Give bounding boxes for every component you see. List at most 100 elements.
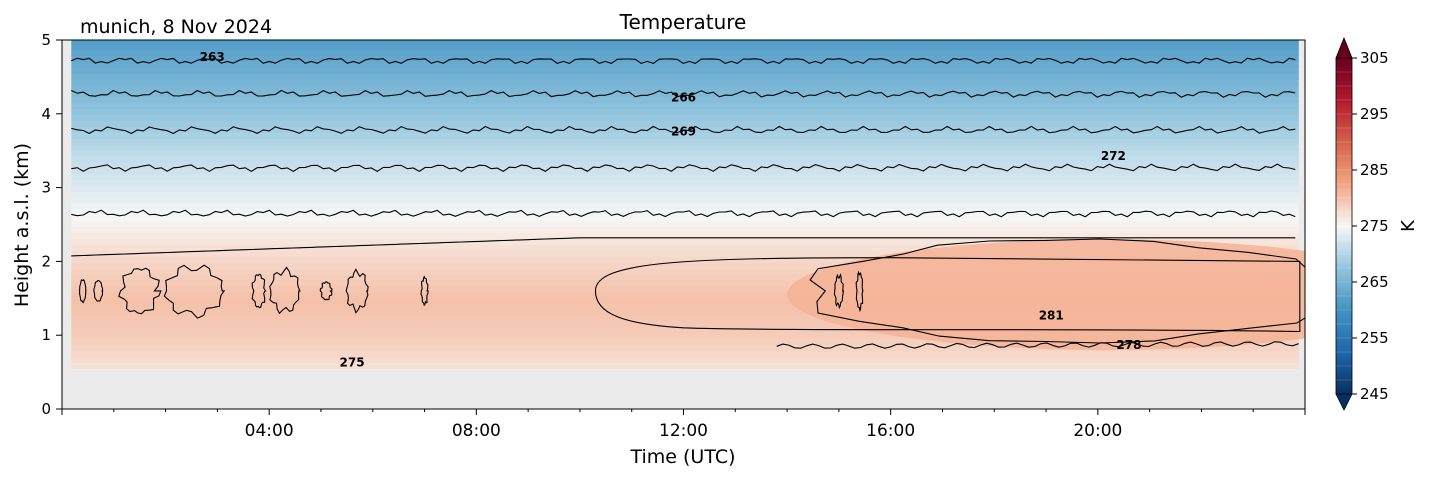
contour-281-cell — [420, 275, 429, 307]
x-tick-label: 04:00 — [245, 421, 294, 441]
temperature-band — [71, 279, 1299, 287]
contour-label: 269 — [671, 125, 696, 139]
y-tick-label: 2 — [41, 252, 51, 270]
contour-281-cell — [319, 281, 333, 301]
temperature-band — [71, 226, 1299, 234]
contour-label: 266 — [671, 91, 696, 105]
temperature-band — [71, 297, 1299, 304]
contour-label: 281 — [1039, 308, 1064, 322]
y-tick-label: 3 — [41, 179, 51, 197]
contour-line-278 — [71, 237, 1296, 257]
temperature-band — [71, 125, 1299, 133]
contour-281-cell — [79, 278, 87, 304]
contour-281-cell — [251, 273, 267, 309]
colorbar-tick-label: 305 — [1360, 49, 1389, 67]
colorbar-tick-label: 255 — [1360, 329, 1389, 347]
temperature-band — [71, 214, 1299, 222]
contour-line-266 — [71, 89, 1296, 98]
temperature-band — [71, 302, 1299, 310]
temperature-band — [71, 338, 1299, 346]
temperature-band — [71, 54, 1299, 62]
colorbar-tick-label: 285 — [1360, 161, 1389, 179]
colorbar: 245 255 265 275 285 295 305 K — [1335, 36, 1419, 411]
temperature-band — [71, 102, 1299, 110]
temperature-band — [71, 49, 1299, 56]
temperature-band — [71, 66, 1299, 74]
temperature-band — [71, 173, 1299, 180]
temperature-band — [71, 108, 1299, 116]
temperature-band — [71, 362, 1299, 369]
x-tick-label: 08:00 — [452, 421, 501, 441]
temperature-band — [71, 249, 1299, 257]
temperature-band — [71, 243, 1299, 251]
contour-label: 278 — [1116, 338, 1141, 352]
temperature-band — [71, 184, 1299, 192]
temperature-band — [71, 320, 1299, 328]
contour-label: 275 — [340, 356, 365, 370]
temperature-band — [71, 40, 1299, 45]
temperature-bands — [62, 40, 1305, 409]
temperature-band — [71, 149, 1299, 157]
x-tick-label: 16:00 — [866, 421, 915, 441]
colorbar-extend-min — [1335, 393, 1353, 411]
temperature-band — [71, 119, 1299, 127]
temperature-band — [71, 314, 1299, 322]
temperature-band — [71, 285, 1299, 293]
contour-281-cell — [345, 268, 369, 314]
temperature-band — [71, 114, 1299, 121]
temperature-band — [71, 267, 1299, 275]
colorbar-tick-label: 295 — [1360, 105, 1389, 123]
temperature-band — [71, 78, 1299, 86]
y-tick-label: 0 — [41, 400, 51, 418]
y-tick-label: 5 — [41, 31, 51, 49]
warm-core-region — [787, 239, 1305, 350]
temperature-band — [71, 155, 1299, 163]
temperature-band — [71, 255, 1299, 263]
y-axis-label: Height a.s.l. (km) — [11, 143, 33, 307]
temperature-band — [71, 220, 1299, 228]
contour-281-cell — [93, 279, 104, 302]
temperature-band — [71, 232, 1299, 240]
contour-line-263 — [71, 57, 1296, 65]
contour-281-cell — [269, 266, 301, 315]
contour-lines — [71, 57, 1299, 349]
colorbar-ticks: 245 255 265 275 285 295 305 — [1336, 49, 1389, 403]
colorbar-tick-label: 265 — [1360, 273, 1389, 291]
contour-line-272 — [71, 163, 1296, 172]
y-tick-label: 4 — [41, 105, 51, 123]
contour-label: 263 — [200, 50, 225, 64]
temperature-band — [71, 84, 1299, 92]
temperature-band — [71, 326, 1299, 334]
temperature-band — [71, 143, 1299, 151]
contour-281-afternoon — [594, 257, 1301, 333]
temperature-band — [71, 202, 1299, 210]
contour-label: 272 — [1101, 149, 1126, 163]
x-axis-ticks: 04:00 08:00 12:00 16:00 20:00 — [61, 409, 1306, 441]
colorbar-tick-label: 275 — [1360, 217, 1389, 235]
temperature-band — [71, 291, 1299, 299]
contour-line-275 — [71, 209, 1296, 218]
temperature-band — [71, 137, 1299, 145]
temperature-band — [71, 332, 1299, 340]
warm-cell-contours — [79, 238, 1305, 344]
x-tick-label: 20:00 — [1073, 421, 1122, 441]
colorbar-extend-max — [1335, 36, 1353, 59]
chart-subtitle: munich, 8 Nov 2024 — [80, 16, 272, 38]
temperature-band — [71, 161, 1299, 169]
temperature-band — [71, 196, 1299, 204]
temperature-band — [71, 60, 1299, 68]
contour-labels: 263 266 269 272 275 281 278 — [200, 50, 1142, 370]
temperature-band — [71, 350, 1299, 358]
colorbar-tick-label: 245 — [1360, 385, 1389, 403]
y-axis-ticks: 0 1 2 3 4 5 — [41, 31, 62, 418]
contour-281-core — [809, 238, 1305, 344]
colorbar-label: K — [1398, 219, 1419, 232]
temperature-band — [71, 96, 1299, 104]
temperature-band — [71, 90, 1299, 98]
contour-281-cell — [118, 267, 162, 315]
temperature-band — [71, 344, 1299, 352]
temperature-band — [71, 72, 1299, 80]
temperature-band — [71, 43, 1299, 51]
contour-281-cell — [833, 272, 845, 310]
